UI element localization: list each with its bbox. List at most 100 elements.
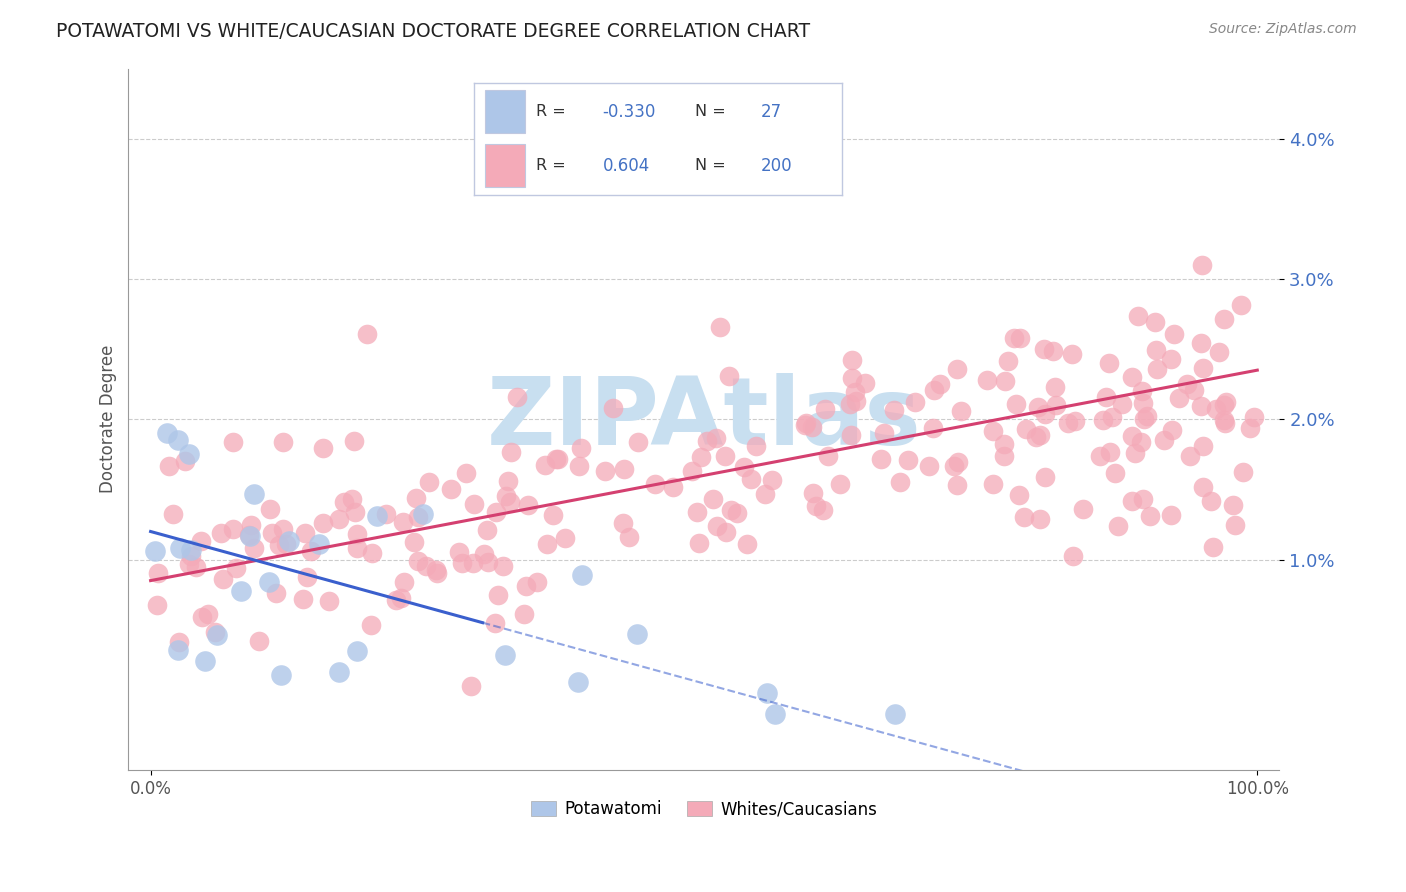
Whites/Caucasians (340, 491, 363, 506)
Potawatomi (626, 626, 648, 640)
Potawatomi (257, 575, 280, 590)
Whites/Caucasians (1161, 423, 1184, 437)
Whites/Caucasians (1212, 398, 1234, 412)
Whites/Caucasians (406, 509, 429, 524)
Whites/Caucasians (1191, 258, 1213, 272)
Whites/Caucasians (1160, 508, 1182, 522)
Whites/Caucasians (425, 563, 447, 577)
Whites/Caucasians (374, 507, 396, 521)
Whites/Caucasians (1033, 470, 1056, 484)
Whites/Caucasians (312, 516, 335, 530)
Whites/Caucasians (725, 506, 748, 520)
Whites/Caucasians (1153, 434, 1175, 448)
Whites/Caucasians (1199, 494, 1222, 508)
Whites/Caucasians (1129, 435, 1152, 450)
Whites/Caucasians (704, 431, 727, 445)
Whites/Caucasians (547, 452, 569, 467)
Whites/Caucasians (484, 505, 506, 519)
Whites/Caucasians (917, 458, 939, 473)
Whites/Caucasians (1111, 397, 1133, 411)
Whites/Caucasians (499, 495, 522, 509)
Whites/Caucasians (1182, 384, 1205, 398)
Whites/Caucasians (1144, 343, 1167, 357)
Whites/Caucasians (360, 617, 382, 632)
Whites/Caucasians (1136, 409, 1159, 424)
Whites/Caucasians (706, 519, 728, 533)
Whites/Caucasians (1121, 493, 1143, 508)
Whites/Caucasians (536, 537, 558, 551)
Potawatomi (346, 643, 368, 657)
Whites/Caucasians (426, 566, 449, 581)
Whites/Caucasians (1130, 384, 1153, 399)
Whites/Caucasians (491, 559, 513, 574)
Potawatomi (763, 706, 786, 721)
Whites/Caucasians (513, 607, 536, 621)
Whites/Caucasians (484, 616, 506, 631)
Whites/Caucasians (454, 466, 477, 480)
Whites/Caucasians (1008, 331, 1031, 345)
Whites/Caucasians (477, 555, 499, 569)
Whites/Caucasians (247, 633, 270, 648)
Whites/Caucasians (517, 498, 540, 512)
Whites/Caucasians (392, 515, 415, 529)
Whites/Caucasians (870, 451, 893, 466)
Whites/Caucasians (534, 458, 557, 472)
Whites/Caucasians (1239, 421, 1261, 435)
Whites/Caucasians (242, 541, 264, 555)
Potawatomi (884, 706, 907, 721)
Whites/Caucasians (190, 533, 212, 548)
Potawatomi (143, 544, 166, 558)
Whites/Caucasians (472, 547, 495, 561)
Whites/Caucasians (1015, 422, 1038, 436)
Whites/Caucasians (271, 434, 294, 449)
Whites/Caucasians (994, 375, 1017, 389)
Whites/Caucasians (1143, 315, 1166, 329)
Whites/Caucasians (1025, 430, 1047, 444)
Whites/Caucasians (1029, 428, 1052, 442)
Whites/Caucasians (174, 454, 197, 468)
Whites/Caucasians (506, 390, 529, 404)
Potawatomi (270, 667, 292, 681)
Whites/Caucasians (733, 459, 755, 474)
Whites/Caucasians (976, 373, 998, 387)
Whites/Caucasians (737, 536, 759, 550)
Whites/Caucasians (418, 475, 440, 490)
Whites/Caucasians (271, 521, 294, 535)
Whites/Caucasians (949, 404, 972, 418)
Whites/Caucasians (686, 504, 709, 518)
Whites/Caucasians (1139, 508, 1161, 523)
Whites/Caucasians (209, 526, 232, 541)
Whites/Caucasians (239, 518, 262, 533)
Whites/Caucasians (718, 369, 741, 384)
Whites/Caucasians (617, 530, 640, 544)
Whites/Caucasians (1192, 439, 1215, 453)
Whites/Caucasians (460, 679, 482, 693)
Whites/Caucasians (1062, 549, 1084, 564)
Whites/Caucasians (332, 494, 354, 508)
Whites/Caucasians (1230, 298, 1253, 312)
Whites/Caucasians (346, 527, 368, 541)
Whites/Caucasians (145, 598, 167, 612)
Whites/Caucasians (568, 458, 591, 473)
Whites/Caucasians (385, 592, 408, 607)
Whites/Caucasians (946, 477, 969, 491)
Whites/Caucasians (839, 397, 862, 411)
Whites/Caucasians (259, 502, 281, 516)
Whites/Caucasians (696, 434, 718, 449)
Whites/Caucasians (318, 594, 340, 608)
Whites/Caucasians (1189, 400, 1212, 414)
Whites/Caucasians (1175, 377, 1198, 392)
Whites/Caucasians (761, 473, 783, 487)
Whites/Caucasians (569, 441, 592, 455)
Whites/Caucasians (360, 546, 382, 560)
Whites/Caucasians (197, 607, 219, 621)
Whites/Caucasians (1092, 413, 1115, 427)
Whites/Caucasians (204, 624, 226, 639)
Whites/Caucasians (945, 361, 967, 376)
Whites/Caucasians (262, 525, 284, 540)
Whites/Caucasians (541, 508, 564, 523)
Whites/Caucasians (1243, 410, 1265, 425)
Whites/Caucasians (853, 376, 876, 390)
Whites/Caucasians (997, 354, 1019, 368)
Whites/Caucasians (1132, 412, 1154, 426)
